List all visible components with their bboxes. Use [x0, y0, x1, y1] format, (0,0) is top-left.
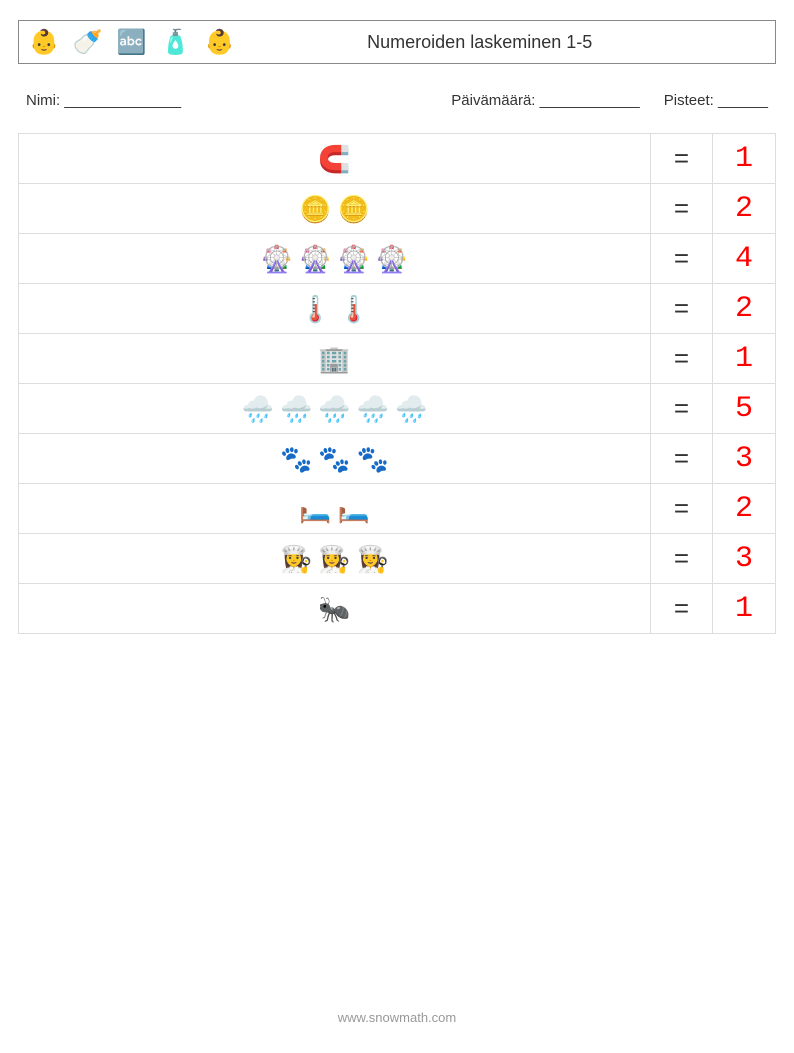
count-icon: 🧲	[318, 146, 350, 172]
count-icon: 🪙	[299, 196, 331, 222]
answer-cell: 2	[713, 184, 775, 233]
count-icon: 🌧️	[242, 396, 274, 422]
lotion-icon: 🧴	[161, 28, 191, 57]
answer-cell: 5	[713, 384, 775, 433]
items-cell: 🧲	[19, 134, 651, 183]
score-field: Pisteet: ______	[664, 92, 768, 109]
items-cell: 🌡️ 🌡️	[19, 284, 651, 333]
count-icon: 🌧️	[280, 396, 312, 422]
equals-cell: =	[651, 384, 713, 433]
table-row: 🐜 =1	[19, 584, 775, 634]
equals-cell: =	[651, 134, 713, 183]
answer-cell: 1	[713, 134, 775, 183]
count-icon: 👩‍🍳	[357, 546, 389, 572]
table-row: 👩‍🍳👩‍🍳👩‍🍳=3	[19, 534, 775, 584]
answer-cell: 4	[713, 234, 775, 283]
equals-cell: =	[651, 584, 713, 633]
date-field: Päivämäärä: ____________	[451, 92, 639, 109]
equals-cell: =	[651, 484, 713, 533]
footer-url: www.snowmath.com	[0, 1010, 794, 1025]
count-icon: 🐾	[357, 446, 389, 472]
table-row: 🎡🎡🎡🎡=4	[19, 234, 775, 284]
answer-cell: 2	[713, 284, 775, 333]
items-cell: 👩‍🍳👩‍🍳👩‍🍳	[19, 534, 651, 583]
table-row: 🌡️ 🌡️ =2	[19, 284, 775, 334]
table-row: 🌧️🌧️🌧️🌧️🌧️=5	[19, 384, 775, 434]
count-icon: 🌧️	[318, 396, 350, 422]
answer-cell: 2	[713, 484, 775, 533]
items-cell: 🌧️🌧️🌧️🌧️🌧️	[19, 384, 651, 433]
count-icon: 🛏️	[338, 496, 370, 522]
equals-cell: =	[651, 234, 713, 283]
answer-cell: 3	[713, 434, 775, 483]
answer-cell: 3	[713, 534, 775, 583]
table-row: 🧲 =1	[19, 134, 775, 184]
header-icons: 👶 🍼 🔤 🧴 👶	[29, 28, 234, 57]
items-cell: 🎡🎡🎡🎡	[19, 234, 651, 283]
count-icon: 🏢	[318, 346, 350, 372]
baby-icon: 👶	[29, 28, 59, 57]
items-cell: 🛏️ 🛏️	[19, 484, 651, 533]
header-bar: 👶 🍼 🔤 🧴 👶 Numeroiden laskeminen 1-5	[18, 20, 776, 64]
count-icon: 🐜	[318, 596, 350, 622]
info-row: Nimi: ______________ Päivämäärä: _______…	[18, 92, 776, 109]
count-icon: 🎡	[261, 246, 293, 272]
table-row: 🐾🐾🐾=3	[19, 434, 775, 484]
table-row: 🪙🪙=2	[19, 184, 775, 234]
count-icon: 🌧️	[395, 396, 427, 422]
equals-cell: =	[651, 434, 713, 483]
count-icon: 🪙	[338, 196, 370, 222]
count-icon: 🌧️	[357, 396, 389, 422]
count-icon: 🎡	[299, 246, 331, 272]
count-icon: 🛏️	[299, 496, 331, 522]
table-row: 🛏️ 🛏️ =2	[19, 484, 775, 534]
equals-cell: =	[651, 334, 713, 383]
count-icon: 🎡	[338, 246, 370, 272]
bottle-icon: 🍼	[73, 28, 103, 57]
items-cell: 🐜	[19, 584, 651, 633]
count-icon: 🐾	[318, 446, 350, 472]
count-icon: 🎡	[376, 246, 408, 272]
worksheet-page: 👶 🍼 🔤 🧴 👶 Numeroiden laskeminen 1-5 Nimi…	[0, 0, 794, 634]
count-icon: 🐾	[280, 446, 312, 472]
answer-cell: 1	[713, 334, 775, 383]
items-cell: 🏢	[19, 334, 651, 383]
answer-cell: 1	[713, 584, 775, 633]
equals-cell: =	[651, 184, 713, 233]
blocks-icon: 🔤	[117, 28, 147, 57]
items-cell: 🐾🐾🐾	[19, 434, 651, 483]
name-field: Nimi: ______________	[26, 92, 181, 109]
count-icon: 👩‍🍳	[280, 546, 312, 572]
items-cell: 🪙🪙	[19, 184, 651, 233]
count-icon: 🌡️	[338, 296, 370, 322]
table-row: 🏢 =1	[19, 334, 775, 384]
page-title: Numeroiden laskeminen 1-5	[234, 32, 765, 53]
count-icon: 🌡️	[299, 296, 331, 322]
worksheet-table: 🧲=1🪙🪙=2🎡🎡🎡🎡=4🌡️🌡️=2🏢=1🌧️🌧️🌧️🌧️🌧️=5🐾🐾🐾=3🛏…	[18, 133, 776, 634]
baby2-icon: 👶	[205, 28, 235, 57]
count-icon: 👩‍🍳	[318, 546, 350, 572]
equals-cell: =	[651, 534, 713, 583]
equals-cell: =	[651, 284, 713, 333]
